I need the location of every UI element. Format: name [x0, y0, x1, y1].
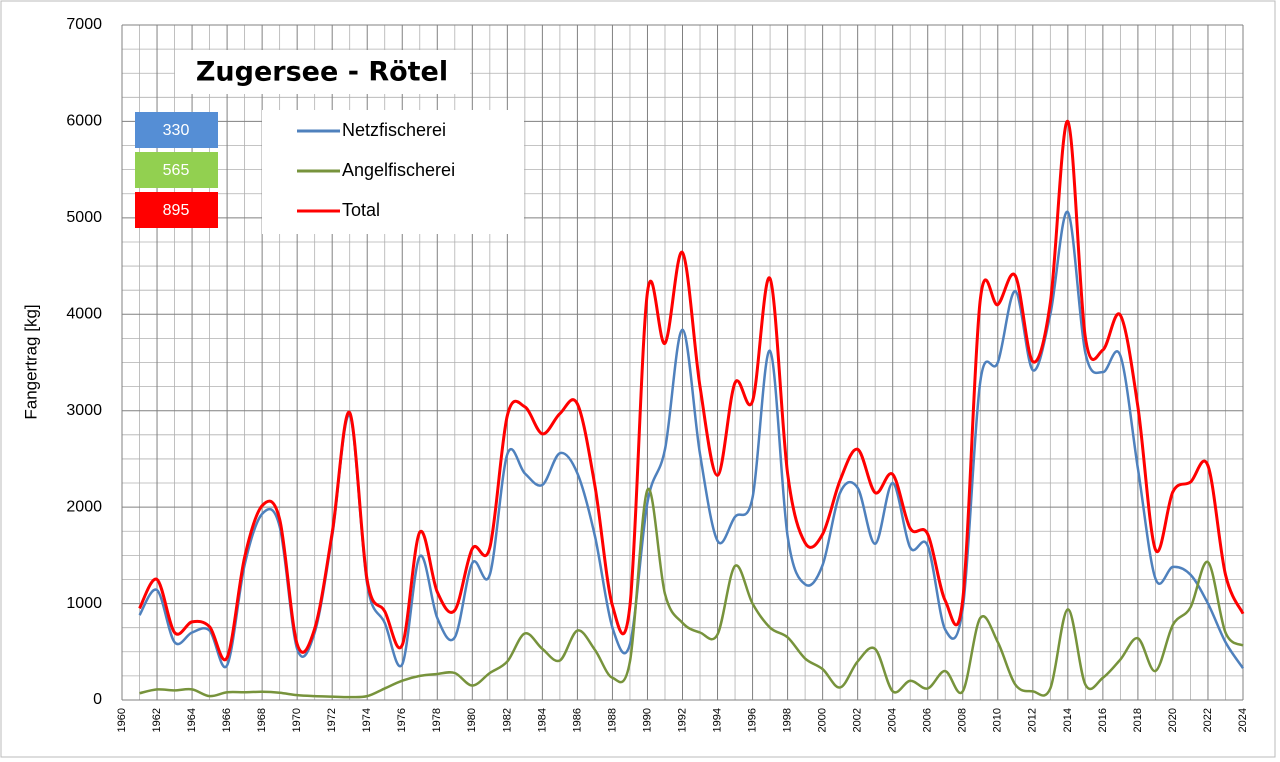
x-tick-label: 2000	[817, 708, 829, 732]
legend-label: Total	[342, 200, 380, 220]
x-tick-label: 2014	[1062, 708, 1074, 732]
series-line	[138, 119, 1245, 662]
x-tick-label: 2010	[992, 708, 1004, 732]
x-tick-label: 1992	[676, 708, 688, 732]
x-tick-label: 1960	[116, 708, 128, 732]
summary-box	[135, 192, 218, 228]
summary-value: 895	[163, 202, 190, 219]
x-tick-label: 1962	[151, 708, 163, 732]
x-tick-label: 1966	[221, 708, 233, 732]
y-tick-label: 3000	[66, 402, 102, 419]
summary-value: 565	[163, 162, 190, 179]
y-tick-label: 7000	[66, 16, 102, 33]
title-box	[175, 50, 470, 94]
x-tick-label: 1990	[641, 708, 653, 732]
x-tick-label: 1982	[501, 708, 513, 732]
x-tick-label: 2002	[852, 708, 864, 732]
y-tick-label: 6000	[66, 113, 102, 130]
x-tick-label: 1984	[536, 708, 548, 732]
series-line	[139, 487, 1244, 699]
x-tick-label: 1968	[256, 708, 268, 732]
legend-label: Angelfischerei	[342, 160, 455, 180]
x-tick-label: 1988	[606, 708, 618, 732]
x-tick-label: 1980	[466, 708, 478, 732]
y-tick-label: 4000	[66, 306, 102, 323]
y-tick-label: 5000	[66, 209, 102, 226]
x-tick-label: 1978	[431, 708, 443, 732]
y-axis-label: Fangertrag [kg]	[21, 304, 40, 419]
y-tick-label: 0	[93, 691, 102, 708]
x-tick-label: 1972	[326, 708, 338, 732]
x-tick-label: 2018	[1132, 708, 1144, 732]
summary-value: 330	[163, 122, 190, 139]
x-tick-label: 2016	[1097, 708, 1109, 732]
x-tick-label: 1970	[291, 708, 303, 732]
x-tick-label: 2024	[1237, 708, 1249, 732]
x-tick-label: 1996	[746, 708, 758, 732]
x-tick-label: 2006	[922, 708, 934, 732]
legend-label: Netzfischerei	[342, 120, 446, 140]
x-tick-label: 1976	[396, 708, 408, 732]
summary-box	[135, 152, 218, 188]
x-tick-label: 2008	[957, 708, 969, 732]
x-tick-label: 2022	[1202, 708, 1214, 732]
x-tick-label: 1986	[571, 708, 583, 732]
chart-title: Zugersee - Rötel	[196, 57, 448, 88]
x-tick-label: 2020	[1167, 708, 1179, 732]
x-tick-label: 1964	[186, 708, 198, 732]
y-tick-label: 2000	[66, 498, 102, 515]
x-tick-label: 1994	[711, 708, 723, 732]
x-tick-label: 1998	[782, 708, 794, 732]
summary-box	[135, 112, 218, 148]
x-tick-label: 1974	[361, 708, 373, 732]
x-tick-label: 2004	[887, 708, 899, 732]
y-tick-label: 1000	[66, 595, 102, 612]
x-tick-label: 2012	[1027, 708, 1039, 732]
